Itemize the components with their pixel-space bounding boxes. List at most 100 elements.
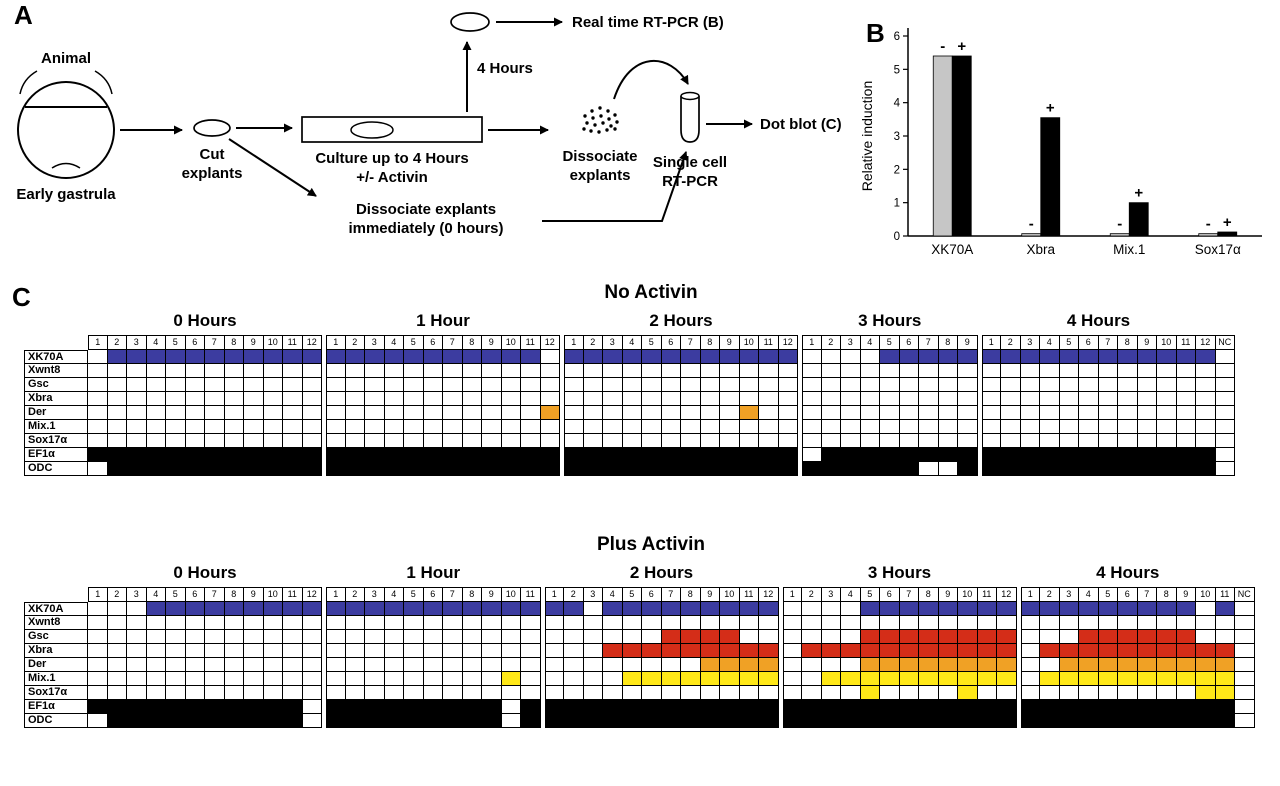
blot-cell (166, 644, 186, 658)
blot-cell (283, 644, 303, 658)
blot-cell (283, 714, 303, 728)
column-header: 9 (720, 335, 740, 350)
blot-cell (1059, 350, 1079, 364)
blot-cell (981, 462, 1001, 476)
blot-cell (244, 672, 264, 686)
blot-cell (423, 616, 443, 630)
blot-cell (958, 350, 978, 364)
row-label: Der (24, 658, 88, 672)
blot-cell (302, 686, 322, 700)
blot-cell (146, 378, 166, 392)
blot-cell (899, 602, 919, 616)
blot-cell (1040, 392, 1060, 406)
blot-cell (720, 448, 740, 462)
blot-cell (423, 434, 443, 448)
column-header: 1 (326, 587, 346, 602)
blot-cell (166, 406, 186, 420)
blot-cell (739, 420, 759, 434)
blot-cell (1098, 350, 1118, 364)
column-header: 6 (1118, 587, 1138, 602)
blot-cell (860, 602, 880, 616)
column-header: 6 (642, 587, 662, 602)
diagram-arrows (120, 17, 753, 222)
blot-cell (521, 630, 541, 644)
blot-cell (107, 602, 127, 616)
blot-cell (1079, 448, 1099, 462)
blot-cell (720, 714, 740, 728)
blot-cell (1176, 658, 1196, 672)
blot-cell (1196, 434, 1216, 448)
blot-cell (1020, 378, 1040, 392)
blot-cell (919, 406, 939, 420)
column-header: 6 (1079, 335, 1099, 350)
label-four-hours: 4 Hours (477, 60, 533, 77)
blot-cell (345, 434, 365, 448)
blot-cell (860, 686, 880, 700)
blot-cell (1118, 406, 1138, 420)
blot-cell (583, 364, 603, 378)
blot-cell (759, 630, 779, 644)
blot-cell (521, 434, 541, 448)
blot-cell (501, 406, 521, 420)
blot-cell (564, 672, 584, 686)
y-tick-label: 0 (894, 231, 900, 243)
blot-cell (981, 420, 1001, 434)
blot-cell (938, 434, 958, 448)
blot-cell (443, 462, 463, 476)
blot-cell (185, 462, 205, 476)
blot-cell (860, 350, 880, 364)
blot-cell (661, 350, 681, 364)
blot-cell (739, 378, 759, 392)
blot-cell (1020, 714, 1040, 728)
blot-cell (166, 700, 186, 714)
blot-cell (782, 616, 802, 630)
blot-cell (899, 420, 919, 434)
blot-cell (583, 672, 603, 686)
blot-cell (384, 672, 404, 686)
blot-cell (841, 378, 861, 392)
blot-cell (263, 434, 283, 448)
blot-cell (501, 448, 521, 462)
blot-cell (622, 658, 642, 672)
group-title: 0 Hours (173, 311, 237, 330)
blot-cell (1098, 714, 1118, 728)
bar-Sox17α-plus (1217, 231, 1238, 237)
blot-cell (1118, 616, 1138, 630)
blot-cell (1215, 714, 1235, 728)
blot-cell (977, 630, 997, 644)
blot-cell (107, 420, 127, 434)
column-header: 1 (564, 335, 584, 350)
blot-cell (622, 714, 642, 728)
blot-cell (1040, 644, 1060, 658)
group-title: 4 Hours (1096, 563, 1160, 582)
blot-cell (1176, 714, 1196, 728)
blot-cell (938, 462, 958, 476)
blot-cell (1196, 686, 1216, 700)
blot-cell (166, 630, 186, 644)
blot-cell (365, 630, 385, 644)
column-header: 2 (1040, 587, 1060, 602)
blot-cell (345, 672, 365, 686)
blot-cell (860, 434, 880, 448)
blot-cell (443, 616, 463, 630)
blot-cell (1001, 350, 1021, 364)
blot-cell (1137, 616, 1157, 630)
column-header: 5 (404, 335, 424, 350)
blot-cell (263, 378, 283, 392)
blot-cell (1079, 462, 1099, 476)
blot-cell (1137, 672, 1157, 686)
y-tick-label: 5 (894, 64, 900, 76)
blot-cell (603, 350, 623, 364)
blot-cell (642, 658, 662, 672)
blot-cell (739, 616, 759, 630)
blot-cell (642, 364, 662, 378)
blot-cell (482, 462, 502, 476)
blot-cell (1020, 700, 1040, 714)
column-header: 2 (107, 587, 127, 602)
blot-cell (521, 658, 541, 672)
blot-cell (540, 406, 560, 420)
blot-cell (326, 630, 346, 644)
blot-grid: 0 Hours 1 2 3 4 5 6 7 8 9 10 11 12 1 Hour 1 2 3 4 5 6 7 8 9 10 1… (24, 559, 1255, 728)
blot-cell (1098, 378, 1118, 392)
blot-cell (622, 644, 642, 658)
